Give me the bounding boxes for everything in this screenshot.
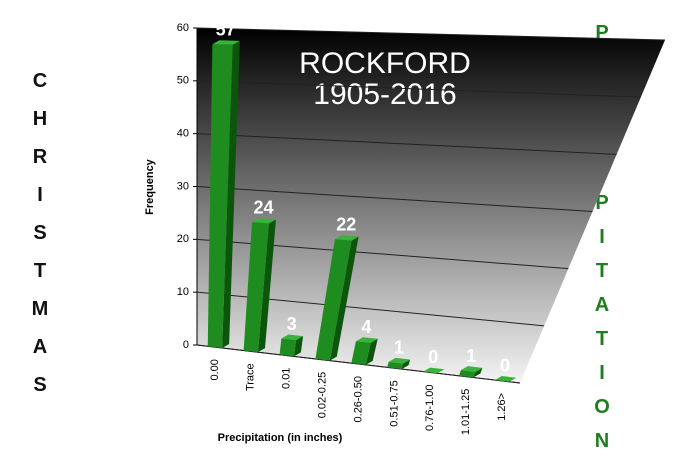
chart-title: ROCKFORD — [299, 47, 471, 80]
x-axis-label: Precipitation (in inches) — [218, 432, 343, 444]
bar-side — [401, 359, 411, 370]
y-axis-label: Frequency — [144, 158, 156, 215]
bar-side — [365, 338, 378, 365]
x-tick-label: 0.76-1.00 — [424, 384, 436, 430]
value-label: 1 — [394, 337, 404, 357]
bar-top — [423, 367, 445, 374]
grid-line — [196, 133, 617, 155]
value-label: 1 — [466, 346, 476, 366]
x-tick-label: 1.26> — [496, 393, 508, 421]
bar-side — [473, 367, 483, 378]
bar-top — [212, 40, 240, 45]
x-tick-label: 0.01 — [281, 368, 293, 389]
value-label: 57 — [216, 19, 236, 39]
x-tick-label: 0.51-0.75 — [388, 380, 400, 426]
y-tick-label: 20 — [177, 233, 189, 245]
bar — [351, 341, 371, 365]
value-label: 0 — [428, 347, 438, 367]
y-tick-label: 60 — [177, 22, 189, 34]
y-tick-label: 30 — [177, 180, 189, 192]
bar-side — [329, 236, 359, 361]
value-label: 0 — [500, 356, 510, 376]
bar-side — [293, 336, 304, 357]
bar-top — [460, 366, 483, 372]
plot-wall — [197, 28, 665, 383]
chart-subtitle: 1905-2016 — [313, 78, 456, 111]
bar-top — [355, 337, 378, 343]
bar — [315, 239, 352, 361]
value-label: 24 — [253, 198, 273, 218]
y-tick-label: 50 — [177, 75, 189, 87]
bar — [207, 44, 233, 348]
left-banner: CHRISTMAS — [29, 70, 51, 412]
bar — [387, 361, 404, 370]
bar-top — [252, 218, 276, 224]
bar-top — [494, 376, 517, 382]
value-label: 3 — [287, 314, 297, 334]
bar-top — [388, 357, 411, 364]
bar-side — [222, 40, 240, 348]
bar-top — [334, 235, 359, 241]
bar — [279, 338, 297, 357]
bar — [458, 370, 476, 378]
x-tick-label: Trace — [245, 363, 257, 391]
value-label: 22 — [336, 215, 356, 235]
y-tick-label: 40 — [177, 128, 189, 140]
grid-line — [196, 80, 641, 98]
value-label: 4 — [361, 317, 371, 337]
y-tick-label: 10 — [177, 286, 189, 298]
bar-side — [258, 219, 276, 353]
x-tick-label: 0.02-0.25 — [317, 372, 329, 418]
x-tick-label: 0.26-0.50 — [352, 376, 364, 422]
grid-line — [196, 186, 593, 212]
bar-top — [281, 334, 304, 341]
x-tick-label: 0.00 — [209, 359, 221, 380]
y-tick-label: 0 — [183, 339, 189, 351]
x-tick-label: 1.01-1.25 — [460, 389, 472, 435]
bar — [243, 222, 269, 353]
grid-line — [196, 27, 666, 41]
